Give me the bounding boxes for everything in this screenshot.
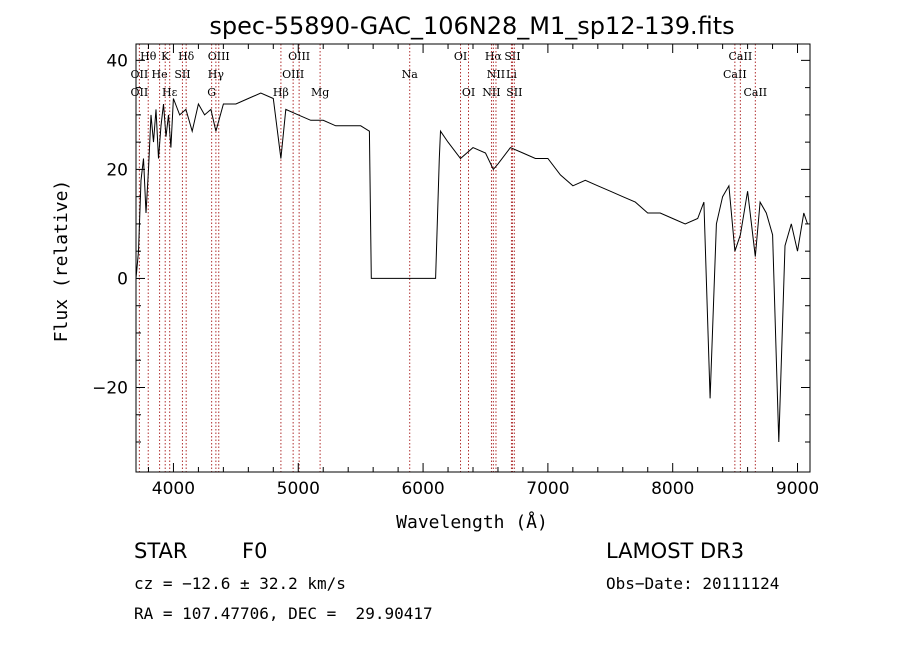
spectral-line-label: CaII	[729, 50, 753, 63]
spectral-subclass: F0	[242, 539, 268, 563]
x-tick-label: 8000	[651, 479, 694, 499]
spectral-line-label: OIII	[282, 68, 304, 81]
spectral-line-label: NII	[487, 68, 505, 81]
spectral-line-label: OI	[454, 50, 467, 63]
x-tick-label: 6000	[401, 479, 444, 499]
x-tick-label: 7000	[526, 479, 569, 499]
spectrum-line	[135, 92, 808, 443]
chart-title: spec-55890-GAC_106N28_M1_sp12-139.fits	[209, 12, 734, 40]
spectral-line-label: SII	[506, 86, 522, 99]
spectral-line-label: OII	[131, 86, 149, 99]
redshift-velocity: cz = −12.6 ± 32.2 km/s	[134, 574, 346, 593]
spectral-line-label: Hα	[485, 50, 503, 63]
spectral-line-label: Hθ	[140, 50, 157, 63]
y-axis-label: Flux (relative)	[51, 180, 72, 343]
spectral-line-label: NII	[482, 86, 500, 99]
spectral-line-label: OI	[462, 86, 475, 99]
survey-name: LAMOST DR3	[606, 539, 745, 563]
spectral-line-label: Hβ	[273, 86, 289, 99]
spectral-line-label: CaII	[743, 86, 767, 99]
spectral-line-label: He	[152, 68, 168, 81]
y-tick-label: −20	[92, 378, 128, 398]
spectral-line-label: Hδ	[178, 50, 195, 63]
observation-date: Obs−Date: 20111124	[606, 574, 780, 593]
spectral-line-label: CaII	[723, 68, 747, 81]
spectral-line-label: K	[161, 50, 170, 63]
spectral-line-label: G	[207, 86, 216, 99]
spectral-line-label: Li	[506, 68, 517, 81]
spectral-line-label: Mg	[311, 86, 329, 99]
plot-frame	[135, 43, 811, 473]
y-tick-label: 40	[106, 51, 128, 71]
sky-coordinates: RA = 107.47706, DEC = 29.90417	[134, 604, 433, 623]
y-tick-label: 20	[106, 160, 128, 180]
x-axis-label: Wavelength (Å)	[396, 511, 548, 533]
axis-ticks: 4000 5000 6000 7000 8000 9000 −20 0 20 40	[92, 44, 819, 499]
spectral-line-label: Hε	[162, 86, 178, 99]
spectral-line-label: SII	[504, 50, 520, 63]
spectral-line-label: Hγ	[208, 68, 225, 81]
spectral-line-label: OII	[131, 68, 149, 81]
spectral-line-label: OIII	[288, 50, 310, 63]
y-tick-label: 0	[117, 269, 128, 289]
spectral-line-label: Na	[402, 68, 419, 81]
spectral-line-label: OIII	[208, 50, 230, 63]
spectral-line-label: SII	[174, 68, 190, 81]
x-tick-label: 5000	[277, 479, 320, 499]
x-tick-label: 4000	[152, 479, 195, 499]
object-class: STAR	[134, 539, 188, 563]
x-tick-label: 9000	[776, 479, 819, 499]
